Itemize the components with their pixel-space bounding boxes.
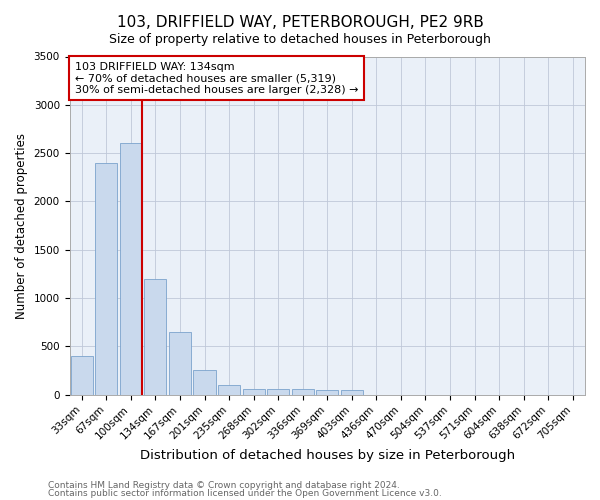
Bar (242, 389, 265, 394)
Text: Size of property relative to detached houses in Peterborough: Size of property relative to detached ho… (109, 32, 491, 46)
Bar (193, 370, 215, 394)
Y-axis label: Number of detached properties: Number of detached properties (15, 132, 28, 318)
Bar (316, 390, 338, 394)
Bar (169, 332, 191, 394)
Text: 103 DRIFFIELD WAY: 134sqm
← 70% of detached houses are smaller (5,319)
30% of se: 103 DRIFFIELD WAY: 134sqm ← 70% of detac… (74, 62, 358, 95)
Bar (218, 385, 240, 394)
X-axis label: Distribution of detached houses by size in Peterborough: Distribution of detached houses by size … (140, 450, 515, 462)
Bar (95, 163, 118, 394)
Text: Contains public sector information licensed under the Open Government Licence v3: Contains public sector information licen… (48, 489, 442, 498)
Bar (292, 389, 314, 394)
Text: Contains HM Land Registry data © Crown copyright and database right 2024.: Contains HM Land Registry data © Crown c… (48, 480, 400, 490)
Bar (71, 356, 93, 395)
Bar (120, 144, 142, 394)
Text: 103, DRIFFIELD WAY, PETERBOROUGH, PE2 9RB: 103, DRIFFIELD WAY, PETERBOROUGH, PE2 9R… (116, 15, 484, 30)
Bar (341, 390, 363, 394)
Bar (145, 278, 166, 394)
Bar (267, 389, 289, 394)
